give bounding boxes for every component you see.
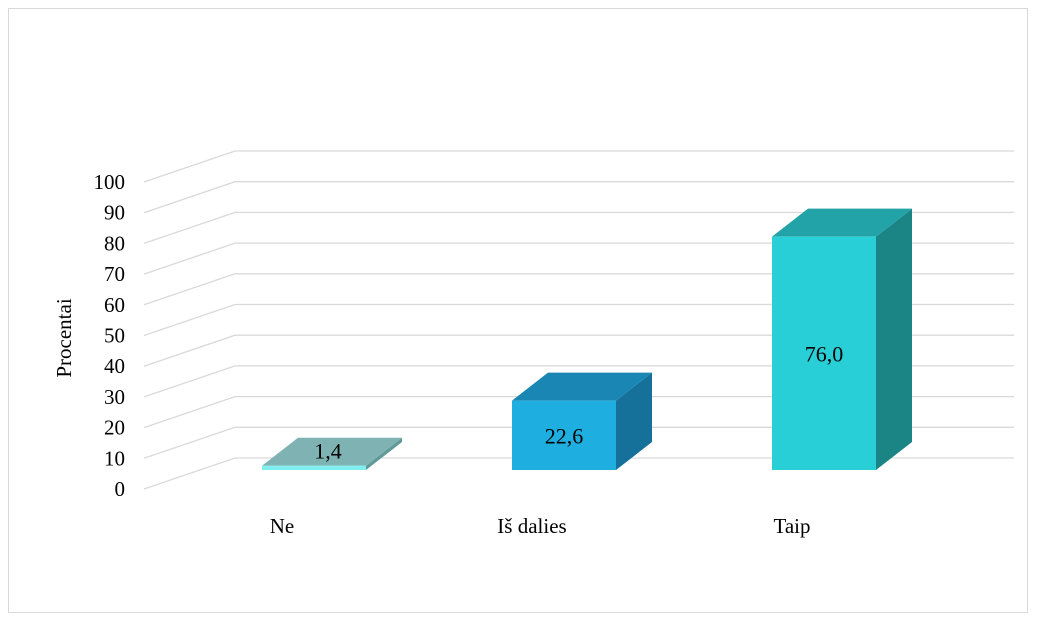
y-tick-label: 20 <box>104 416 125 440</box>
bar-top <box>512 372 652 401</box>
bar-side <box>366 437 402 470</box>
gridline <box>143 334 1014 367</box>
gridline <box>143 181 1014 214</box>
gridline <box>143 457 1014 490</box>
gridline <box>143 365 1014 398</box>
gridline <box>143 395 1014 429</box>
y-tick-label: 80 <box>104 231 125 255</box>
y-tick-label: 50 <box>104 324 125 348</box>
gridline <box>143 211 1014 245</box>
gridlines <box>143 150 1014 490</box>
y-axis-title: Procentai <box>52 298 76 377</box>
data-label: 22,6 <box>545 423 584 448</box>
y-tick-label: 90 <box>104 201 125 225</box>
y-tick-label: 100 <box>94 170 126 194</box>
y-tick-label: 0 <box>115 477 126 501</box>
bar-top <box>772 208 912 237</box>
bar-top <box>262 437 402 466</box>
bar-side <box>616 372 652 470</box>
chart-frame: 0 10 20 30 40 50 60 70 80 90 100 1,4 22,6 76,0 Ne Iš … <box>8 8 1028 613</box>
x-axis-categories: Ne Iš dalies Taip <box>270 514 811 538</box>
x-category-label: Iš dalies <box>497 514 566 538</box>
x-category-label: Ne <box>270 514 295 538</box>
bar-front <box>772 236 876 470</box>
gridline <box>143 150 1014 183</box>
y-tick-label: 10 <box>104 446 125 470</box>
gridline <box>143 426 1014 459</box>
y-tick-label: 60 <box>104 293 125 317</box>
data-label: 76,0 <box>805 341 844 366</box>
y-tick-label: 70 <box>104 262 125 286</box>
gridline <box>143 273 1014 306</box>
gridline <box>143 242 1014 275</box>
y-axis-ticks: 0 10 20 30 40 50 60 70 80 90 100 <box>94 170 126 501</box>
y-tick-label: 40 <box>104 354 125 378</box>
gridline <box>143 303 1014 337</box>
y-tick-label: 30 <box>104 385 125 409</box>
data-label: 1,4 <box>314 439 342 464</box>
bar-chart: 0 10 20 30 40 50 60 70 80 90 100 1,4 22,6 76,0 Ne Iš … <box>52 150 1014 538</box>
bars: 1,4 22,6 76,0 <box>262 208 912 470</box>
bar: 76,0 <box>772 208 912 470</box>
x-category-label: Taip <box>773 514 810 538</box>
bar-front <box>262 465 366 470</box>
bar-front <box>512 400 616 470</box>
bar: 22,6 <box>512 372 652 470</box>
bar: 1,4 <box>262 437 402 470</box>
bar-side <box>876 208 912 470</box>
